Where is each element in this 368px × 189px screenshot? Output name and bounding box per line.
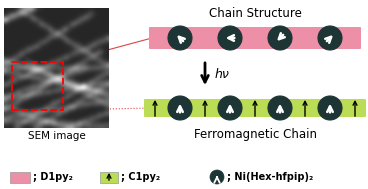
Text: Chain Structure: Chain Structure: [209, 7, 301, 20]
Bar: [100, 171, 118, 183]
Circle shape: [168, 96, 192, 120]
Circle shape: [218, 96, 242, 120]
Text: Ferromagnetic Chain: Ferromagnetic Chain: [194, 128, 316, 141]
Circle shape: [210, 170, 224, 184]
Text: ; Ni(Hex-hfpip)₂: ; Ni(Hex-hfpip)₂: [227, 172, 313, 182]
Text: ; D1py₂: ; D1py₂: [33, 172, 73, 182]
Text: SEM image: SEM image: [28, 131, 85, 141]
Circle shape: [268, 26, 292, 50]
Text: ; C1py₂: ; C1py₂: [121, 172, 160, 182]
FancyBboxPatch shape: [149, 27, 361, 49]
Circle shape: [168, 26, 192, 50]
Circle shape: [218, 26, 242, 50]
Circle shape: [318, 26, 342, 50]
Text: hν: hν: [215, 67, 230, 81]
Circle shape: [268, 96, 292, 120]
FancyBboxPatch shape: [144, 99, 366, 117]
Bar: [10, 171, 30, 183]
Circle shape: [318, 96, 342, 120]
